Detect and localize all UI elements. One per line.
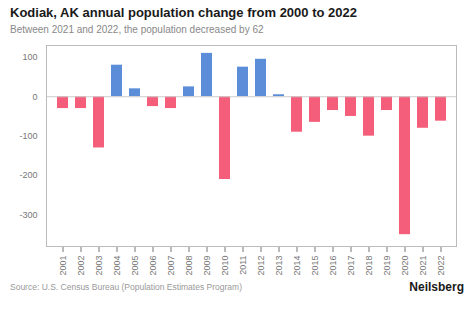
svg-text:2005: 2005 (130, 256, 140, 276)
svg-text:2017: 2017 (346, 256, 356, 276)
svg-text:2008: 2008 (184, 256, 194, 276)
svg-text:2018: 2018 (364, 256, 374, 276)
svg-text:2010: 2010 (220, 256, 230, 276)
svg-text:2013: 2013 (274, 256, 284, 276)
svg-text:2003: 2003 (94, 256, 104, 276)
svg-text:2004: 2004 (112, 256, 122, 276)
html-text:Between 2021 and 2022, the pop: Between 2021 and 2022, the population de… (10, 24, 264, 35)
html-text:Source: U.S. Census Bureau (Po: Source: U.S. Census Bureau (Population E… (10, 282, 242, 292)
svg-text:2016: 2016 (328, 256, 338, 276)
svg-text:2021: 2021 (418, 256, 428, 276)
svg-text:0: 0 (32, 92, 37, 102)
html-text:Kodiak, AK annual population c: Kodiak, AK annual population change from… (10, 5, 357, 20)
svg-text:2002: 2002 (76, 256, 86, 276)
svg-text:-200: -200 (19, 170, 37, 180)
svg-text:-300: -300 (19, 210, 37, 220)
svg-text:100: 100 (22, 52, 37, 62)
svg-text:2022: 2022 (436, 256, 446, 276)
svg-text:2014: 2014 (292, 256, 302, 276)
svg-text:2001: 2001 (58, 256, 68, 276)
html-text:Neilsberg: Neilsberg (409, 280, 464, 294)
svg-text:-100: -100 (19, 131, 37, 141)
svg-text:2009: 2009 (202, 256, 212, 276)
svg-text:2006: 2006 (148, 256, 158, 276)
svg-text:2011: 2011 (238, 256, 248, 275)
svg-text:2019: 2019 (382, 256, 392, 276)
svg-text:2012: 2012 (256, 256, 266, 276)
svg-text:2020: 2020 (400, 256, 410, 276)
svg-text:2015: 2015 (310, 256, 320, 276)
svg-text:2007: 2007 (166, 256, 176, 276)
